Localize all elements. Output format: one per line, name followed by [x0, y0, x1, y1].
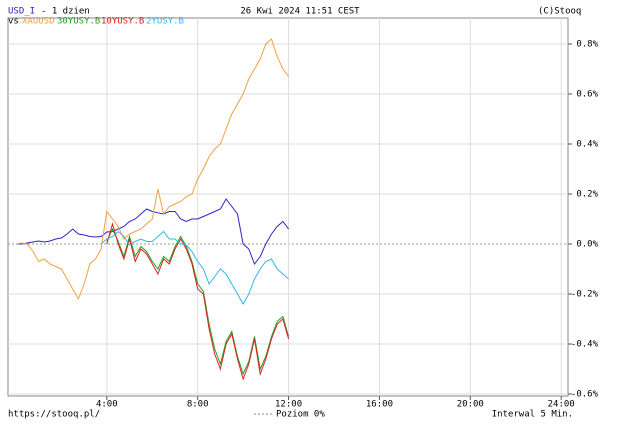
- series-line: [106, 227, 290, 376]
- y-tick-label: 0.2%: [576, 190, 598, 200]
- legend-entry: 10YUSY.B: [101, 17, 144, 27]
- timestamp: 26 Kwi 2024 11:51 CEST: [240, 7, 360, 17]
- interval: Interwal 5 Min.: [492, 410, 573, 420]
- x-tick-label: 16:00: [366, 400, 393, 410]
- y-tick-label: 0.0%: [576, 240, 598, 250]
- legend-entry: 30YUSY.B: [57, 17, 100, 27]
- legend-entry: XAUUSD: [22, 17, 55, 27]
- series-line: [15, 38, 289, 301]
- y-tick-label: 0.8%: [576, 40, 598, 50]
- legend-prefix: vs: [8, 17, 19, 27]
- url: https://stooq.pl/: [8, 410, 100, 420]
- y-tick-label: 0.4%: [576, 140, 598, 150]
- y-tick-label: -0.2%: [571, 290, 599, 300]
- series-line: [16, 198, 289, 266]
- legend-entry: 2YUSY.B: [146, 17, 184, 27]
- legend-entry: USD_I: [8, 7, 35, 17]
- x-tick-label: 24:00: [548, 400, 575, 410]
- zero-label: Poziom 0%: [276, 410, 325, 420]
- x-tick-label: 20:00: [457, 400, 484, 410]
- y-tick-label: -0.4%: [571, 340, 599, 350]
- period: - 1 dzien: [41, 7, 90, 17]
- y-tick-label: -0.6%: [571, 390, 599, 400]
- x-tick-label: 4:00: [96, 400, 118, 410]
- plot-frame: [7, 17, 569, 397]
- series-line: [106, 222, 290, 381]
- x-tick-label: 8:00: [187, 400, 209, 410]
- source: (C)Stooq: [538, 7, 581, 17]
- y-tick-label: 0.6%: [576, 90, 598, 100]
- x-tick-label: 12:00: [275, 400, 302, 410]
- series-line: [100, 230, 289, 306]
